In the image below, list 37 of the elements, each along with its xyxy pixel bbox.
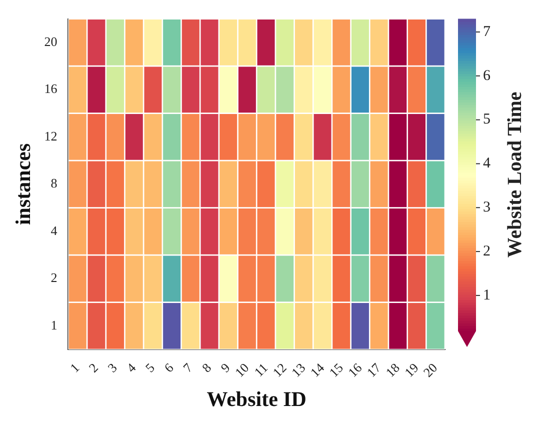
color-bar-label: 2 — [483, 243, 490, 260]
x-tick-label: 4 — [123, 360, 140, 376]
x-tick-label: 7 — [180, 360, 196, 376]
x-tick-label: 18 — [382, 360, 402, 380]
x-tick-label: 10 — [232, 360, 252, 380]
x-tick-label: 6 — [161, 360, 177, 376]
x-axis-title: Website ID — [206, 386, 306, 411]
color-bar-label: 4 — [483, 156, 491, 172]
x-tick-label: 9 — [218, 360, 233, 376]
x-tick-label: 2 — [86, 360, 101, 376]
x-tick-label: 14 — [307, 360, 328, 380]
x-tick-label: 15 — [326, 360, 346, 380]
x-tick-label: 13 — [288, 360, 308, 380]
x-tick-label: 11 — [251, 360, 271, 380]
y-axis-title: instances — [11, 143, 36, 226]
color-bar-label: 7 — [483, 24, 491, 40]
color-bar-label: 3 — [483, 200, 490, 216]
color-bar-label: 1 — [483, 287, 490, 304]
x-tick-label: 17 — [364, 360, 384, 380]
x-tick-label: 19 — [401, 360, 422, 380]
y-tick-label: 16 — [44, 81, 58, 96]
color-bar-label: 6 — [483, 68, 491, 84]
y-tick-label: 12 — [44, 128, 58, 144]
y-tick-label: 1 — [50, 317, 58, 332]
y-tick-label: 20 — [44, 34, 58, 49]
x-tick-label: 5 — [142, 360, 158, 376]
y-tick-label: 8 — [50, 176, 58, 191]
color-bar-title: Website Load Time — [504, 92, 526, 258]
y-tick-label: 4 — [50, 222, 58, 238]
color-bar-label: 5 — [483, 112, 490, 128]
x-tick-label: 16 — [344, 360, 366, 380]
x-tick-label: 20 — [420, 360, 440, 380]
y-tick-label: 2 — [50, 270, 58, 286]
x-tick-label: 3 — [104, 360, 120, 376]
x-tick-label: 8 — [198, 360, 214, 376]
x-tick-label: 1 — [66, 360, 82, 376]
x-tick-label: 12 — [270, 360, 290, 380]
